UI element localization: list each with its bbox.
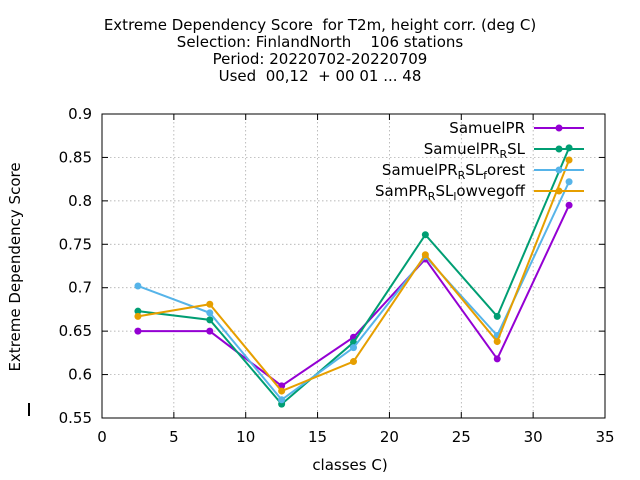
data-point [134,282,142,290]
title-line-2: Selection: FinlandNorth 106 stations [176,33,464,51]
x-axis-label: classes C) [312,456,387,474]
data-point [350,358,357,366]
y-tick-label: 0.7 [68,279,92,297]
x-tick-label: 20 [380,428,399,446]
data-point [134,312,142,320]
data-series [134,144,573,408]
data-point [565,156,573,164]
data-point [278,396,286,404]
title-line-4: Used 00,12 + 00 01 ... 48 [218,67,422,85]
legend: SamuelPR SamuelPRRSLSamuelPRRSLforestSamP… [375,119,584,203]
x-tick-label: 35 [595,428,614,446]
x-tick-label: 5 [169,428,179,446]
data-point [206,309,214,317]
legend-label: SamPRRSLlowvegoff [375,182,526,203]
data-point [421,251,429,259]
x-tick-label: 30 [524,428,543,446]
y-tick-label: 0.6 [68,366,92,384]
y-axis-label: Extreme Dependency Score [6,162,24,371]
data-point [493,338,501,346]
title-line-3: Period: 20220702-20220709 [212,50,428,68]
data-point [206,300,214,308]
data-point [421,231,429,239]
y-tick-label: 0.75 [59,235,92,253]
axes [101,113,606,419]
data-point [206,327,214,335]
x-tick-label: 15 [308,428,327,446]
data-point [565,144,573,152]
y-tick-label: 0.55 [59,409,92,427]
y-tick-label: 0.9 [68,105,92,123]
legend-marker [555,124,563,132]
legend-label: SamuelPR [449,119,525,137]
chart-title: Extreme Dependency Score for T2m, height… [0,17,640,85]
x-tick-label: 25 [452,428,471,446]
series-line [137,181,570,402]
data-point [278,387,286,395]
plot-frame [101,113,606,419]
legend-marker [555,166,563,174]
data-point [565,178,573,186]
legend-label: SamuelPRRSLforest [382,161,525,182]
data-point [206,316,214,324]
gridlines [102,114,605,418]
tick-labels: 0 5 10 15 20 25 30 35 0.55 0.6 0.65 0.7 0.75 0.8 0.85 0… [59,105,615,446]
data-point [493,312,501,320]
data-point [134,327,142,335]
y-tick-label: 0.65 [59,322,92,340]
stray-tick-mark [28,403,30,416]
y-tick-label: 0.8 [68,192,92,210]
legend-marker [555,145,563,153]
data-point [350,344,357,352]
y-tick-label: 0.85 [59,148,92,166]
legend-marker [555,187,563,195]
data-point [493,355,501,363]
x-tick-label: 10 [236,428,255,446]
data-point [134,307,142,315]
title-line-1: Extreme Dependency Score for T2m, height… [103,16,537,34]
legend-label: SamuelPRRSL [424,140,526,161]
data-point [565,201,573,209]
x-tick-label: 0 [97,428,107,446]
